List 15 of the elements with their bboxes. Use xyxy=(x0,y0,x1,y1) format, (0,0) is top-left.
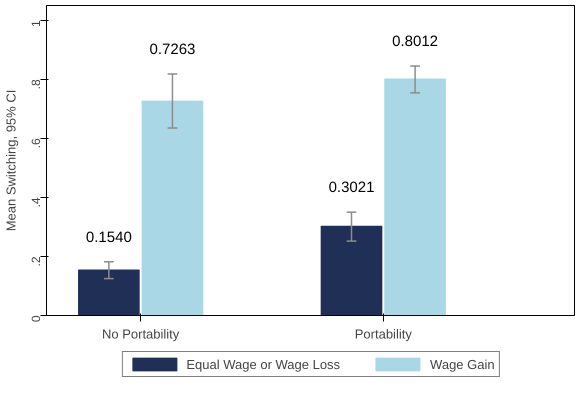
y-tick-label: .2 xyxy=(29,256,43,266)
y-tick-label: .8 xyxy=(29,78,43,90)
y-tick-label: 0 xyxy=(29,315,43,322)
data-label: 0.8012 xyxy=(392,33,438,50)
x-tick-label: Portability xyxy=(354,326,412,342)
y-tick-label: 1 xyxy=(29,20,43,27)
data-label: 0.1540 xyxy=(86,228,132,246)
y-tick-label: .4 xyxy=(29,197,43,208)
y-axis-title: Mean Switching, 95% CI xyxy=(4,90,18,232)
y-tick-label: .6 xyxy=(29,138,43,148)
legend-label: Equal Wage or Wage Loss xyxy=(186,356,340,372)
data-label: 0.7263 xyxy=(149,40,196,58)
data-label: 0.3021 xyxy=(328,179,374,196)
legend-label: Wage Gain xyxy=(430,356,495,372)
x-tick-label: No Portability xyxy=(102,326,180,342)
